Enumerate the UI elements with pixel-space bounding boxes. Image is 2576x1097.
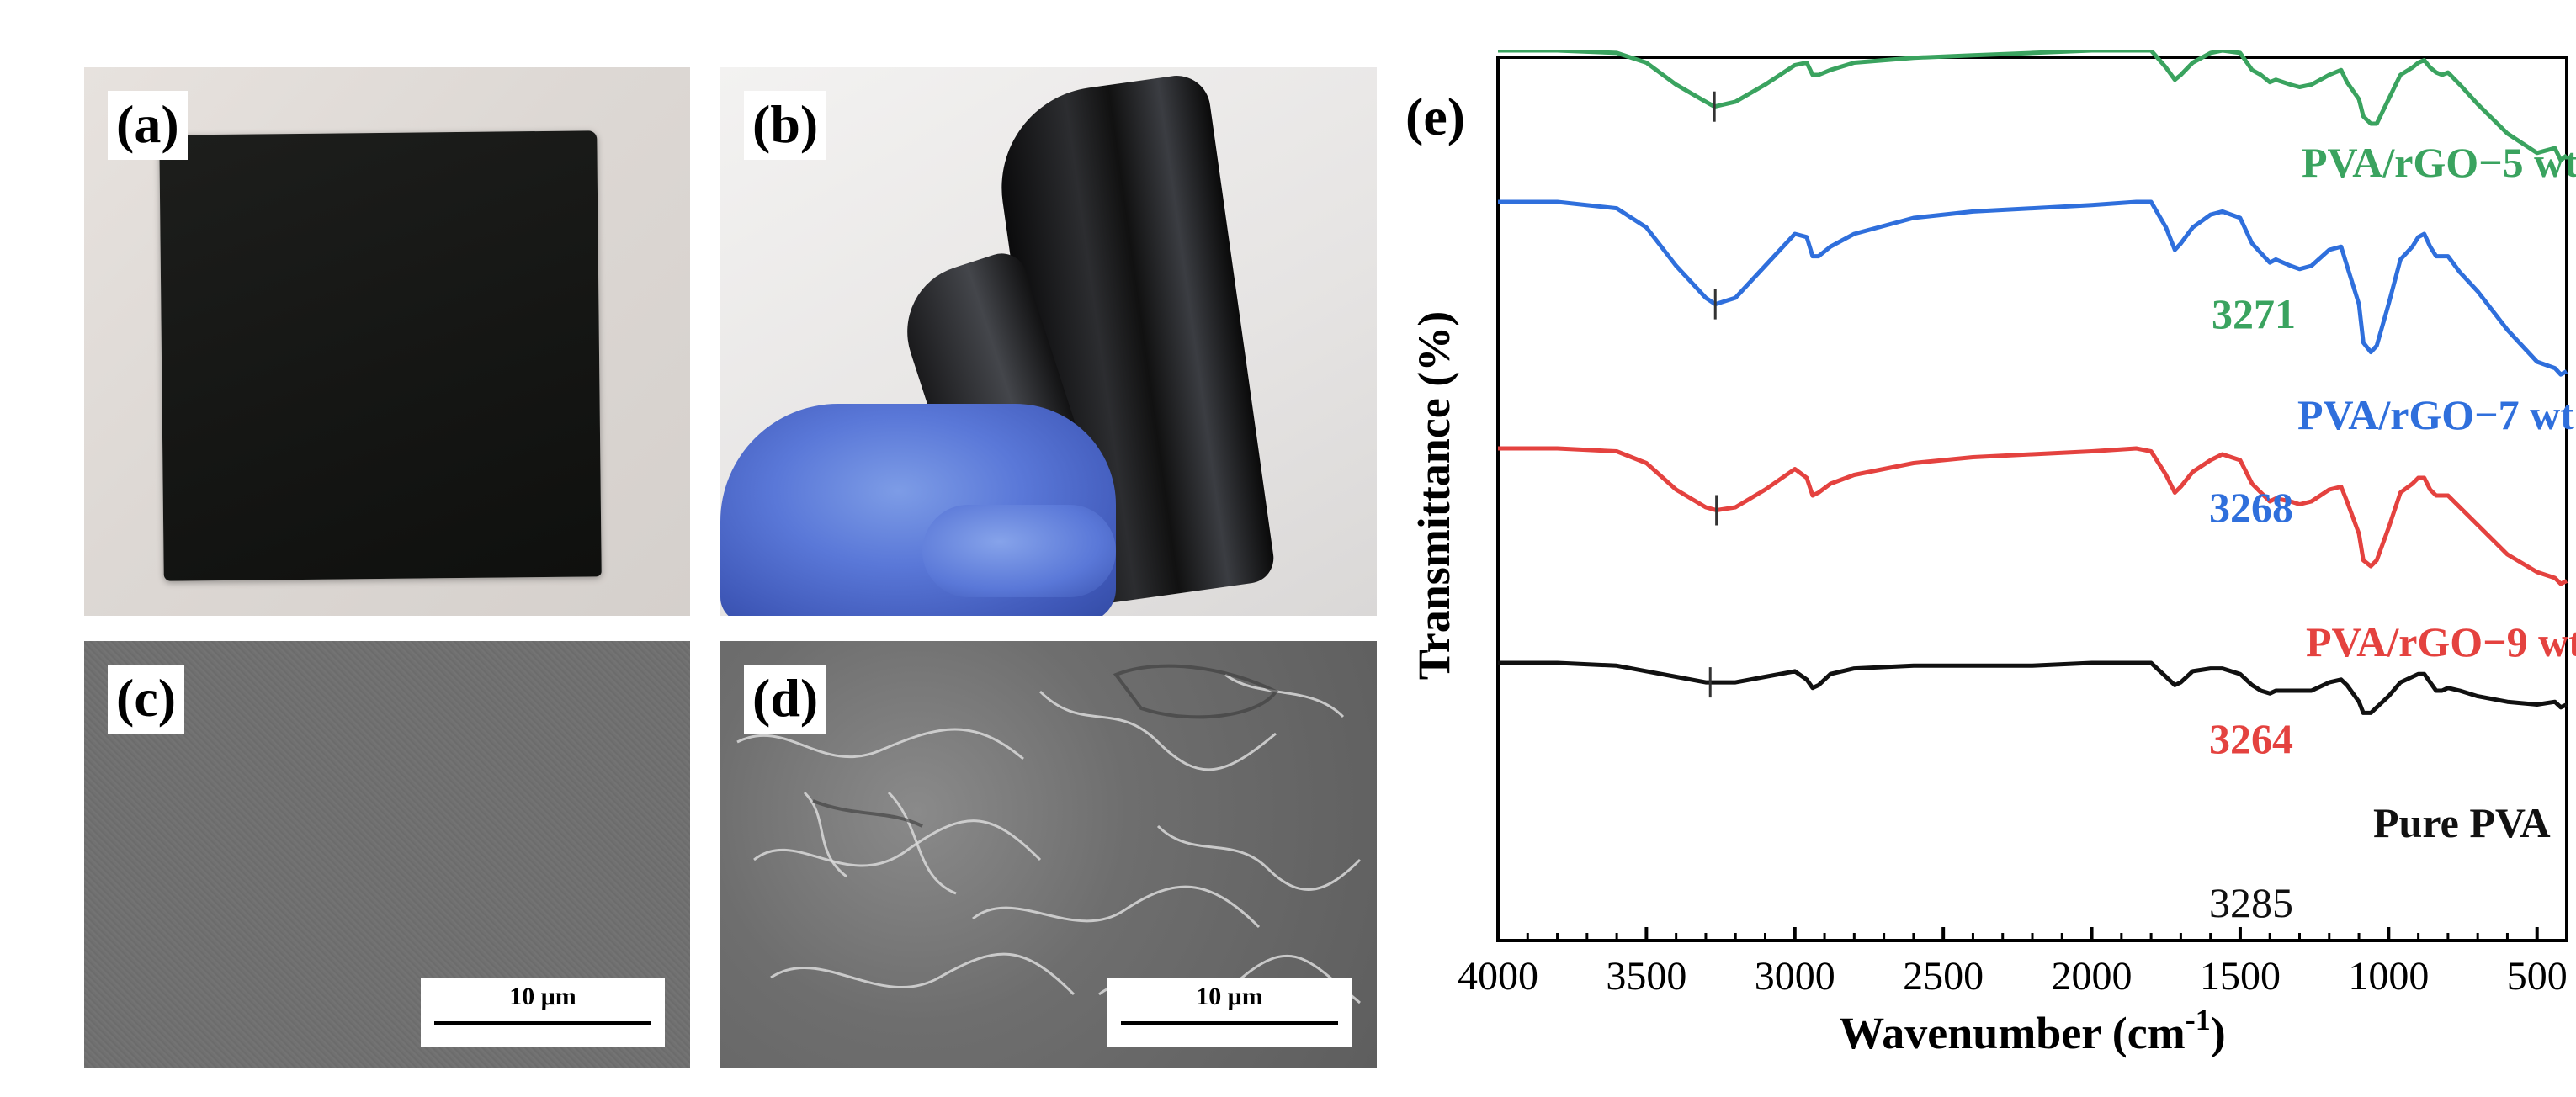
scale-bar-label-c: 10 μm	[509, 983, 576, 1010]
series-name-label: PVA/rGO−9 wt.%	[2306, 618, 2576, 665]
panel-label-d: (d)	[744, 665, 827, 734]
wrinkle-texture	[736, 664, 1362, 1004]
scale-bar-line-d	[1121, 1021, 1338, 1025]
x-tick-label: 1500	[2200, 954, 2281, 999]
series-name-label: PVA/rGO−7 wt.%	[2297, 391, 2576, 438]
x-tick-label: 3500	[1606, 954, 1686, 999]
scale-bar-line-c	[434, 1021, 651, 1025]
panel-label-b: (b)	[744, 91, 827, 160]
panel-label-a: (a)	[108, 91, 188, 160]
x-axis-label: Wavenumber (cm-1)	[1839, 1003, 2225, 1058]
scale-bar-d: 10 μm	[1107, 978, 1352, 1047]
chart-annotations: PVA/rGO−5 wt.% 3271 PVA/rGO−7 wt.%3268 PVA/…	[1708, 91, 2576, 926]
series-line	[1498, 446, 2568, 586]
x-tick-label: 4000	[1458, 954, 1538, 999]
chart-axes: 4000 3500 3000 2500 2000 1500 1000 500	[1458, 56, 2568, 999]
x-axis-label-suffix: )	[2211, 1008, 2226, 1058]
panel-label-c: (c)	[108, 665, 185, 734]
x-tick-label: 2500	[1903, 954, 1984, 999]
series-line	[1498, 199, 2568, 377]
series-name-label: PVA/rGO−5 wt.%	[2302, 139, 2576, 186]
ftir-chart-panel: (e) 4000 3500 3000 2500 2000 1500 1000 500 PVA/…	[1397, 50, 2576, 1097]
chart-series-layer	[1498, 50, 2568, 715]
ftir-chart: (e) 4000 3500 3000 2500 2000 1500 1000 500 PVA/…	[1405, 50, 2576, 1058]
y-axis-label: Transmittance (%)	[1409, 311, 1459, 680]
blue-glove-finger	[922, 505, 1116, 597]
peak-value-label: 3264	[2209, 715, 2293, 762]
x-tick-label: 1000	[2348, 954, 2429, 999]
x-axis-label-main: Wavenumber (cm	[1839, 1008, 2185, 1058]
peak-value-label: 3271	[2212, 290, 2296, 337]
series-line	[1498, 50, 2568, 162]
series-line	[1498, 660, 2568, 715]
series-name-label: Pure PVA	[2373, 799, 2551, 846]
scale-bar-c: 10 μm	[421, 978, 665, 1047]
peak-value-label: 3268	[2209, 484, 2293, 531]
sem-panel-c: (c) 10 μm	[84, 641, 690, 1068]
sem-panel-d: (d) 10 μm	[720, 641, 1377, 1068]
peak-value-label: 3285	[2209, 879, 2293, 926]
photo-panel-a: (a)	[84, 67, 690, 616]
x-tick-label: 2000	[2052, 954, 2133, 999]
panel-label-e: (e)	[1405, 87, 1465, 146]
x-tick-label: 500	[2507, 954, 2568, 999]
black-film-photo	[159, 130, 602, 581]
x-axis-label-sup: -1	[2186, 1003, 2211, 1036]
photo-panel-b: (b)	[720, 67, 1377, 616]
x-tick-label: 3000	[1755, 954, 1835, 999]
scale-bar-label-d: 10 μm	[1196, 983, 1263, 1010]
